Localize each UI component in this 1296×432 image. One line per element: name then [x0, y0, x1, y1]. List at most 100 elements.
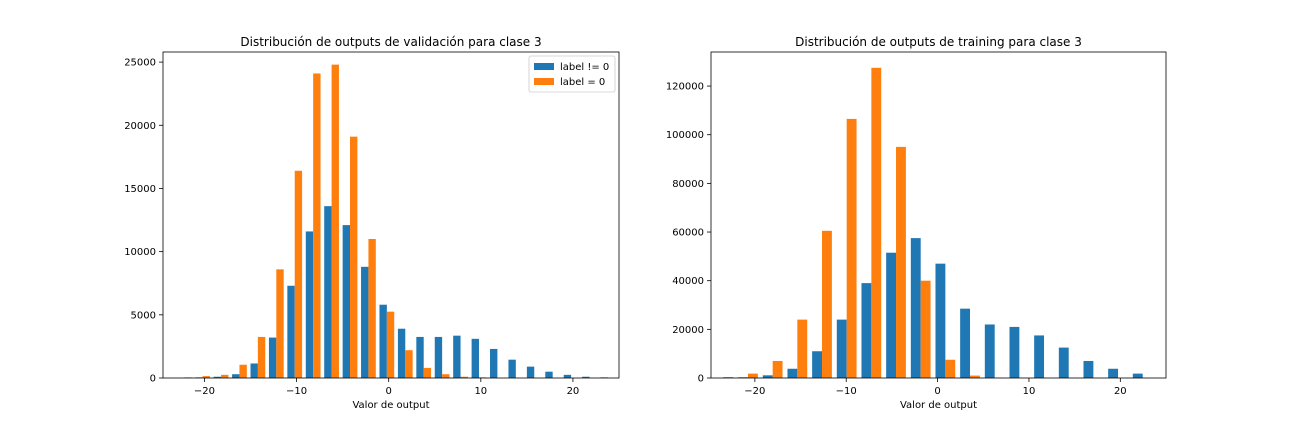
bar-series-2-bin-11	[368, 239, 376, 378]
plot-frame	[162, 51, 620, 379]
bar-series-1-bin-22	[563, 374, 572, 378]
y-tick-label: 10000	[124, 247, 156, 258]
bar-series-1-bin-11	[960, 308, 971, 378]
bar-series-1-bin-16	[1083, 360, 1094, 378]
bar-series-1-bin-7	[287, 285, 295, 378]
bar-series-1-bin-6	[836, 319, 847, 378]
x-tick-label: 10	[474, 386, 487, 397]
bar-series-2-bin-5	[822, 230, 832, 378]
y-tick-label: 60000	[672, 228, 704, 239]
bar-series-2-bin-8	[313, 73, 321, 378]
bar-series-1-bin-8	[886, 252, 897, 378]
bar-series-2-bin-13	[405, 350, 413, 378]
bar-series-2-bin-11	[970, 375, 980, 378]
y-tick-label: 40000	[672, 276, 704, 287]
x-tick-label: 20	[567, 386, 580, 397]
bar-series-2-bin-4	[239, 364, 247, 378]
bar-series-2-bin-14	[423, 367, 432, 378]
bar-series-2-bin-7	[294, 170, 303, 378]
bar-series-1-bin-12	[984, 324, 995, 378]
x-tick-label: 0	[386, 386, 392, 397]
bar-series-2-bin-2	[748, 373, 758, 378]
bar-series-1-bin-18	[1132, 373, 1143, 378]
bar-series-2-bin-8	[896, 146, 906, 378]
bar-series-1-bin-21	[545, 371, 553, 378]
bar-series-2-bin-6	[846, 118, 857, 379]
bar-series-2-bin-15	[442, 374, 450, 378]
bar-series-1-bin-19	[508, 359, 516, 378]
legend-swatch-1	[534, 63, 554, 70]
bar-series-2-bin-5	[257, 336, 266, 378]
bar-series-1-bin-3	[762, 375, 773, 378]
bar-series-2-bin-3	[221, 374, 229, 378]
legend-label-2: label = 0	[560, 77, 605, 88]
chart-title: Distribución de outputs de training para…	[795, 35, 1082, 49]
bar-series-1-bin-20	[526, 366, 535, 378]
bar-series-1-bin-14	[1034, 335, 1045, 378]
bar-series-1-bin-4	[232, 374, 240, 378]
bar-series-1-bin-5	[250, 363, 258, 378]
y-tick-label: 0	[698, 374, 704, 385]
x-tick-label: 10	[1023, 386, 1036, 397]
y-tick-label: 20000	[124, 121, 156, 132]
y-tick-label: 0	[150, 374, 156, 385]
bar-series-1-bin-6	[268, 337, 277, 378]
bar-series-2-bin-16	[460, 376, 468, 378]
bar-series-2-bin-1	[723, 377, 734, 378]
chart-title: Distribución de outputs de validación pa…	[240, 35, 541, 49]
bar-series-2-bin-10	[350, 136, 358, 378]
bar-series-1-bin-7	[861, 283, 872, 378]
bar-series-2-bin-9	[331, 64, 339, 378]
y-tick-label: 100000	[666, 130, 704, 141]
bar-series-2-bin-9	[920, 280, 931, 378]
bar-series-1-bin-11	[361, 266, 369, 378]
bar-series-2-bin-4	[797, 319, 808, 378]
bar-series-1-bin-17	[471, 338, 479, 378]
y-tick-label: 25000	[124, 58, 156, 69]
bar-series-1-bin-17	[1108, 368, 1119, 378]
x-tick-label: −10	[286, 386, 307, 397]
legend-swatch-2	[534, 78, 554, 85]
legend-label-1: label != 0	[560, 62, 609, 73]
chart-panel-1: −20 −10 0 10 20 0 5000 10000 15000 20000 25000 Dist…	[124, 35, 620, 411]
bar-series-1-bin-10	[342, 225, 351, 378]
x-tick-label: −10	[836, 386, 857, 397]
bar-series-2-bin-3	[772, 360, 783, 378]
bar-series-1-bin-15	[1058, 347, 1069, 378]
bar-series-2-bin-12	[386, 311, 395, 378]
bar-series-1-bin-12	[379, 304, 387, 378]
bar-series-1-bin-9	[324, 206, 332, 378]
bar-series-1-bin-13	[1009, 326, 1020, 378]
y-tick-label: 5000	[131, 310, 156, 321]
bar-series-1-bin-18	[490, 348, 498, 378]
x-tick-label: 0	[934, 386, 940, 397]
bar-series-1-bin-16	[453, 335, 461, 378]
bar-series-1-bin-9	[910, 238, 921, 378]
chart-panel-2: −20 −10 0 10 20 0 20000 40000 60000 80000 100000 12…	[666, 35, 1167, 411]
bar-series-1-bin-3	[213, 376, 222, 378]
y-tick-label: 120000	[666, 82, 704, 93]
x-tick-label: −20	[194, 386, 215, 397]
bar-series-1-bin-5	[812, 351, 823, 378]
x-axis-label: Valor de output	[900, 400, 977, 411]
bar-series-1-bin-23	[582, 376, 590, 378]
x-axis-label: Valor de output	[352, 400, 429, 411]
bar-series-1-bin-8	[305, 231, 314, 378]
y-tick-label: 80000	[672, 179, 704, 190]
bar-series-2-bin-7	[871, 67, 882, 378]
bar-series-2-bin-6	[276, 269, 284, 378]
bar-series-1-bin-10	[935, 263, 946, 378]
plot-frame	[710, 51, 1167, 379]
bar-series-2-bin-2	[202, 376, 210, 378]
bar-series-1-bin-14	[416, 336, 424, 378]
bar-series-2-bin-10	[945, 359, 956, 378]
x-tick-label: −20	[744, 386, 765, 397]
bar-series-1-bin-13	[397, 328, 406, 378]
y-tick-label: 15000	[124, 184, 156, 195]
y-tick-label: 20000	[672, 325, 704, 336]
bar-series-1-bin-15	[434, 336, 443, 378]
legend: label != 0 label = 0	[528, 55, 616, 93]
bar-series-1-bin-4	[787, 368, 798, 378]
x-tick-label: 20	[1114, 386, 1127, 397]
